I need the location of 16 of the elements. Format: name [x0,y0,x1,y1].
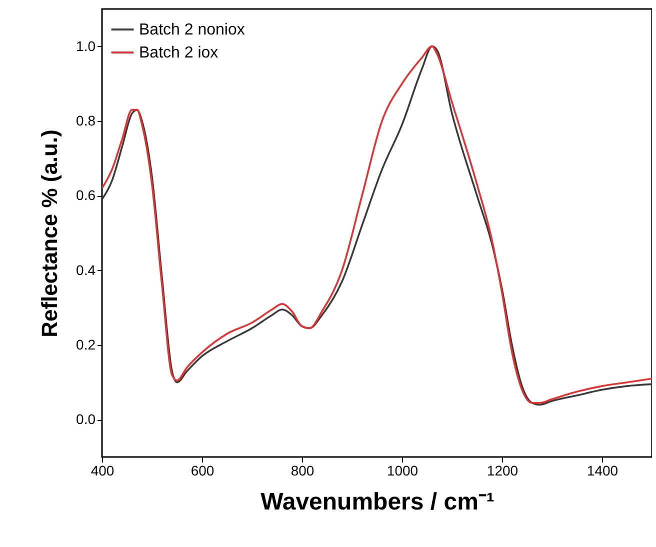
x-tick-label: 1400 [586,462,618,478]
y-tick-label: 0.4 [76,262,96,278]
y-tick-label: 0.6 [76,187,96,204]
y-tick-label: 1.0 [76,38,96,54]
legend-label: Batch 2 iox [139,44,218,62]
x-tick-label: 400 [90,462,114,478]
y-tick-label: 0.0 [76,411,96,428]
y-tick-label: 0.2 [76,336,96,352]
y-axis-title: Reflectance % (a.u.) [37,130,62,338]
x-tick-label: 800 [290,462,314,478]
x-tick-label: 600 [190,462,214,478]
legend-label: Batch 2 noniox [139,22,245,38]
x-tick-label: 1200 [486,462,518,478]
x-tick-label: 1000 [386,462,418,478]
x-axis-title: Wavenumbers / cm⁻¹ [260,488,494,516]
y-tick-label: 0.8 [76,112,96,128]
